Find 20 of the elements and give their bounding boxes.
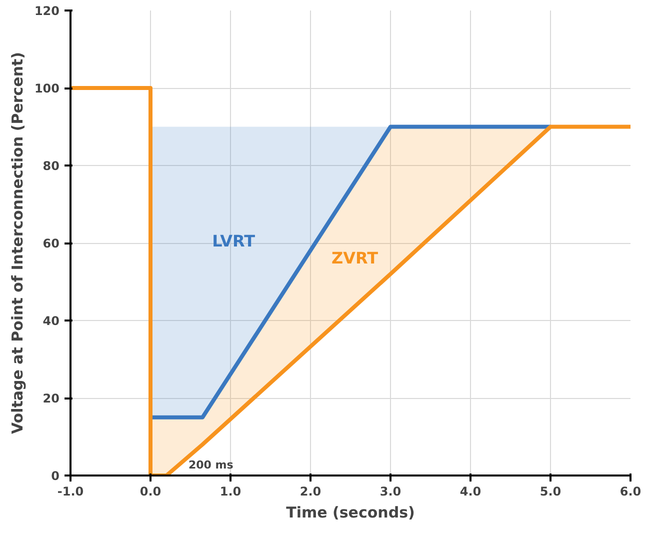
y-tick-label: 60 bbox=[42, 236, 60, 250]
x-tick-label: 1.0 bbox=[220, 484, 242, 498]
y-tick-label: 0 bbox=[51, 469, 60, 483]
x-tick-label: 6.0 bbox=[620, 484, 642, 498]
series-label: ZVRT bbox=[332, 248, 378, 268]
x-tick-label: 4.0 bbox=[460, 484, 482, 498]
text: LVRT bbox=[212, 231, 256, 250]
annotation: 200 ms bbox=[188, 458, 234, 472]
y-tick-label: 80 bbox=[42, 159, 60, 173]
x-tick-label: -1.0 bbox=[57, 484, 84, 498]
y-tick-label: 120 bbox=[34, 4, 60, 18]
y-tick-label: 20 bbox=[42, 392, 60, 406]
x-tick-label: 3.0 bbox=[380, 484, 402, 498]
x-tick-label: 0.0 bbox=[140, 484, 162, 498]
y-tick-label: 40 bbox=[42, 314, 60, 328]
x-tick-label: 2.0 bbox=[300, 484, 322, 498]
x-axis-title: Time (seconds) bbox=[286, 504, 415, 522]
x-tick-label: 5.0 bbox=[540, 484, 562, 498]
y-axis-title: Voltage at Point of Interconnection (Percent) bbox=[8, 52, 26, 434]
y-tick-label: 100 bbox=[34, 82, 60, 96]
